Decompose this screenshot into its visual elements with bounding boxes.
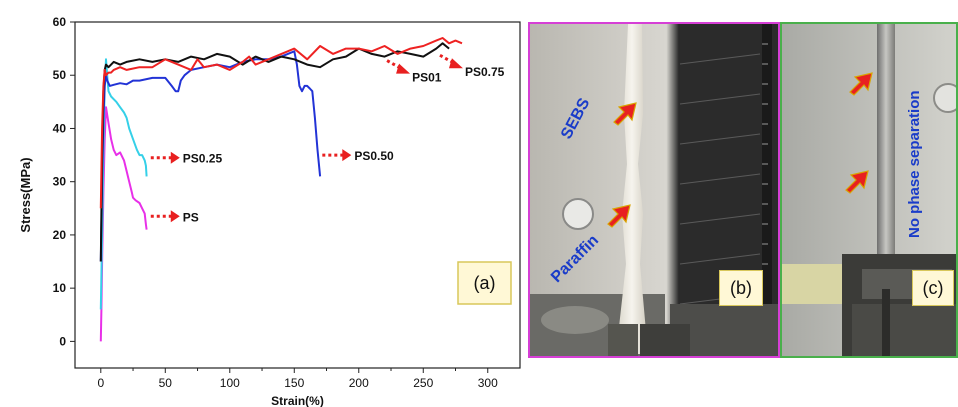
x-tick-label: 200 [349,376,369,390]
x-tick-label: 0 [97,376,104,390]
photo-panel-b: SEBS Paraffin (b) [528,22,780,358]
arrow-icon-paraffin [607,204,631,228]
series-line-ps [99,106,148,342]
arrow-icon-c-bottom [845,170,869,194]
annotation-label: PS [183,210,199,224]
annotation-ps0-50: PS0.50 [322,149,394,163]
plot-frame [74,21,521,369]
panel-label-b: (b) [719,270,763,306]
arrow-head [342,149,352,162]
y-tick-label: 0 [59,334,66,348]
tensile-test-photo-b [530,24,778,356]
panel-label-a: (a) [474,273,496,293]
y-tick-label: 10 [53,281,67,295]
series-line-ps01 [99,42,450,262]
annotation-ps: PS [150,210,199,224]
stress-strain-chart: 0 50 100 150 200 250 300 0 10 20 30 40 50 60 Strain(%)… [18,15,521,407]
x-axis-label: Strain(%) [271,394,324,407]
photo-panel-c: No phase separation (c) [780,22,958,358]
x-tick-label: 150 [284,376,304,390]
panel-label-a-box [457,261,512,305]
arrow-icon-sebs [613,102,637,126]
series-line-ps0-75 [99,37,463,209]
chart-svg: 0 50 100 150 200 250 300 0 10 20 30 40 50 60 Strain(%)… [18,15,521,407]
callout-no-phase-separation: No phase separation [906,90,923,238]
x-tick-label: 50 [159,376,173,390]
annotation-ps0-25: PS0.25 [150,151,223,166]
arrow-head [396,63,411,74]
arrow-icon-c-top [849,72,873,96]
annotation-label: PS0.50 [354,149,394,163]
annotation-ps01: PS01 [386,59,442,85]
annotation-ps0-75: PS0.75 [439,53,505,79]
y-tick-label: 60 [53,15,67,29]
panel-label-c: (c) [912,270,954,306]
y-axis-label: Stress(MPa) [18,157,33,232]
series-line-ps0-25 [99,58,148,310]
x-tick-label: 250 [413,376,433,390]
y-tick-label: 50 [53,68,67,82]
annotation-label: PS0.75 [465,65,505,79]
arrow-head [170,210,180,223]
x-tick-label: 300 [478,376,498,390]
arrow-head [448,58,463,69]
y-tick-label: 40 [53,121,67,135]
y-tick-label: 20 [53,228,67,242]
y-tick-label: 30 [53,175,67,189]
x-tick-label: 100 [220,376,240,390]
annotation-label: PS0.25 [183,152,223,166]
annotation-label: PS01 [412,71,442,85]
arrow-head [170,151,180,164]
